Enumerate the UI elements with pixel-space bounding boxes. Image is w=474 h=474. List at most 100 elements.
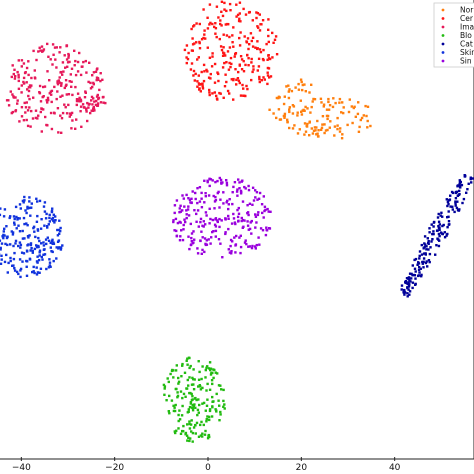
data-point [188,198,192,201]
data-point [46,96,50,100]
data-point [87,106,90,109]
data-point [422,247,425,250]
data-point [99,79,102,83]
data-point [55,257,58,260]
data-point [254,189,257,192]
data-point [225,184,229,187]
data-point [438,239,441,242]
data-point [213,81,217,84]
data-point [219,410,222,414]
data-point [411,286,414,290]
x-tick-label: −20 [105,463,124,473]
data-point [11,233,15,236]
data-point [268,57,272,61]
data-point [268,227,272,230]
data-point [234,244,237,247]
data-point [5,225,8,228]
data-point [236,13,240,17]
data-point [14,96,17,99]
data-point [256,25,259,28]
data-point [230,222,234,225]
data-point [52,53,55,56]
data-point [179,204,182,207]
data-point [238,17,241,20]
data-point [50,218,54,221]
data-point [42,48,46,51]
data-point [198,384,201,387]
legend-marker [441,17,445,20]
data-point [288,88,291,91]
data-point [22,62,26,65]
data-point [197,378,201,381]
data-point [235,15,238,18]
data-point [198,370,201,374]
data-point [436,229,439,232]
data-point [13,269,17,272]
data-point [243,185,246,189]
data-point [27,94,30,98]
data-point [304,90,307,93]
data-point [213,368,216,372]
data-point [23,199,26,202]
data-point [203,179,206,182]
data-point [33,271,36,275]
data-point [61,61,65,64]
data-point [209,368,212,372]
data-point [10,75,13,79]
data-point [228,46,232,49]
data-point [458,183,461,186]
data-point [258,29,262,32]
data-point [39,100,43,103]
data-point [48,220,51,223]
data-point [184,395,187,398]
data-point [192,368,195,371]
data-point [25,81,28,84]
data-point [328,126,331,129]
data-point [267,34,270,38]
data-point [214,27,218,30]
data-point [311,100,314,103]
data-point [178,418,182,421]
data-point [190,27,193,31]
data-point [265,228,268,232]
data-point [35,197,38,200]
data-point [323,123,326,126]
data-point [96,67,99,70]
data-point [40,45,44,48]
data-point [422,252,426,255]
data-point [49,265,52,268]
data-point [0,246,2,250]
data-point [221,14,225,18]
data-point [198,47,202,50]
data-point [181,238,185,242]
data-point [85,71,88,74]
data-point [188,422,191,426]
data-point [423,242,426,245]
data-point [51,43,55,46]
data-point [214,225,218,228]
data-point [215,410,218,413]
data-point [261,229,265,232]
data-point [46,226,49,229]
data-point [206,382,209,386]
data-point [5,99,9,102]
data-point [188,439,191,443]
data-point [90,99,93,102]
data-point [230,250,233,253]
data-point [208,222,211,225]
data-point [27,60,30,63]
data-point [58,76,61,79]
data-point [222,202,225,205]
data-point [321,123,324,126]
data-point [56,107,60,110]
data-point [208,415,211,419]
data-point [447,199,451,202]
data-point [181,404,184,408]
data-point [211,92,214,95]
data-point [223,52,226,55]
data-point [200,206,204,209]
data-point [254,245,257,248]
data-point [231,34,234,37]
data-point [342,111,345,115]
legend-marker [441,59,445,63]
